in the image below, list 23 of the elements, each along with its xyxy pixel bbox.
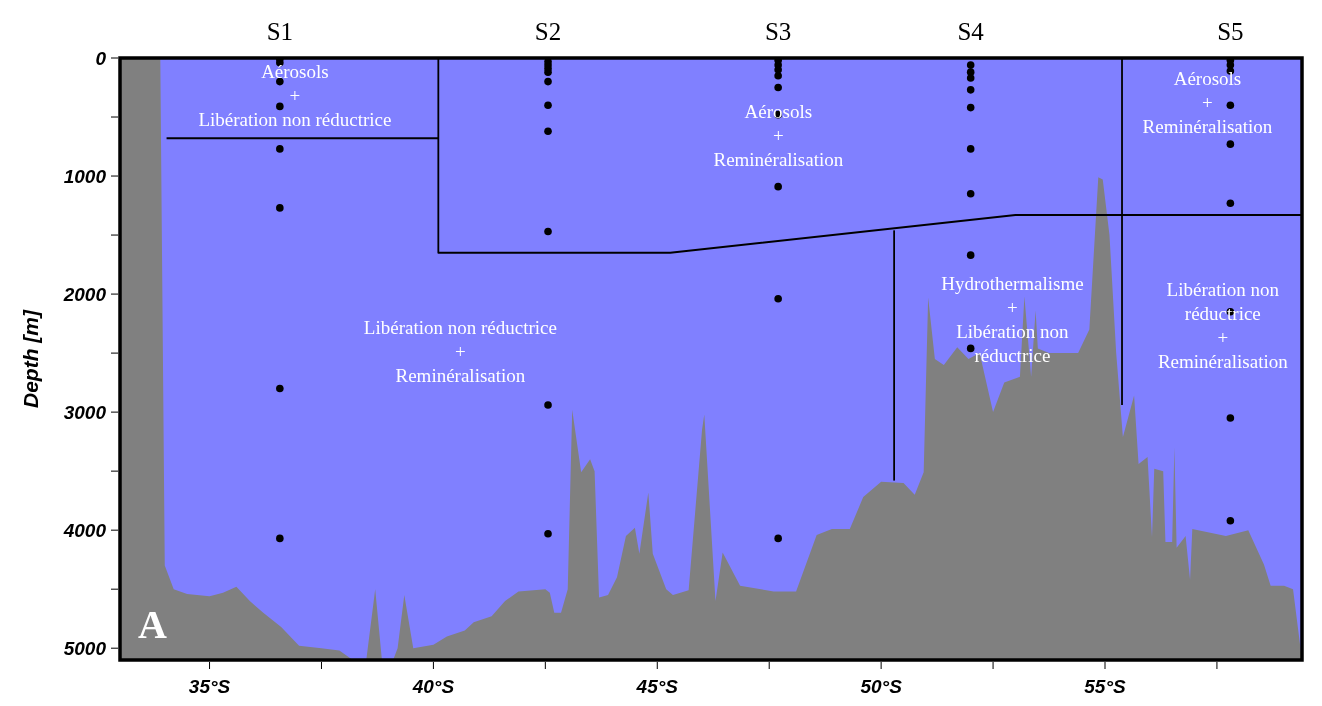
x-tick-label: 50°S xyxy=(860,676,903,697)
text: S4 xyxy=(957,18,985,45)
y-tick-label: 0 xyxy=(95,47,107,69)
x-tick-label: 55°S xyxy=(1084,676,1127,697)
text: S5 xyxy=(1217,18,1244,45)
annotation: Aérosols + Libération non réductrice xyxy=(198,61,392,131)
annotation: Libération non réductrice + Reminéralisation xyxy=(363,317,557,387)
x-tick-label: 45°S xyxy=(635,676,679,697)
text: S3 xyxy=(764,18,792,45)
annotation: Aérosols + Reminéralisation xyxy=(1142,68,1273,138)
annotation: Libération non réductrice + Reminéralisation xyxy=(1157,279,1289,373)
y-tick-label: 2000 xyxy=(62,283,107,305)
y-axis-title: Depth [m] xyxy=(19,309,42,408)
y-tick-label: 3000 xyxy=(63,401,107,423)
x-tick-label: 35°S xyxy=(188,676,231,697)
y-tick-label: 1000 xyxy=(63,165,107,187)
text: S1 xyxy=(266,18,294,45)
text: S2 xyxy=(534,18,562,45)
y-tick-label: 4000 xyxy=(62,519,107,541)
annotation: A xyxy=(138,602,167,647)
y-tick-label: 5000 xyxy=(63,637,107,659)
annotation: Aérosols + Reminéralisation xyxy=(713,101,844,171)
x-tick-label: 40°S xyxy=(411,676,455,697)
